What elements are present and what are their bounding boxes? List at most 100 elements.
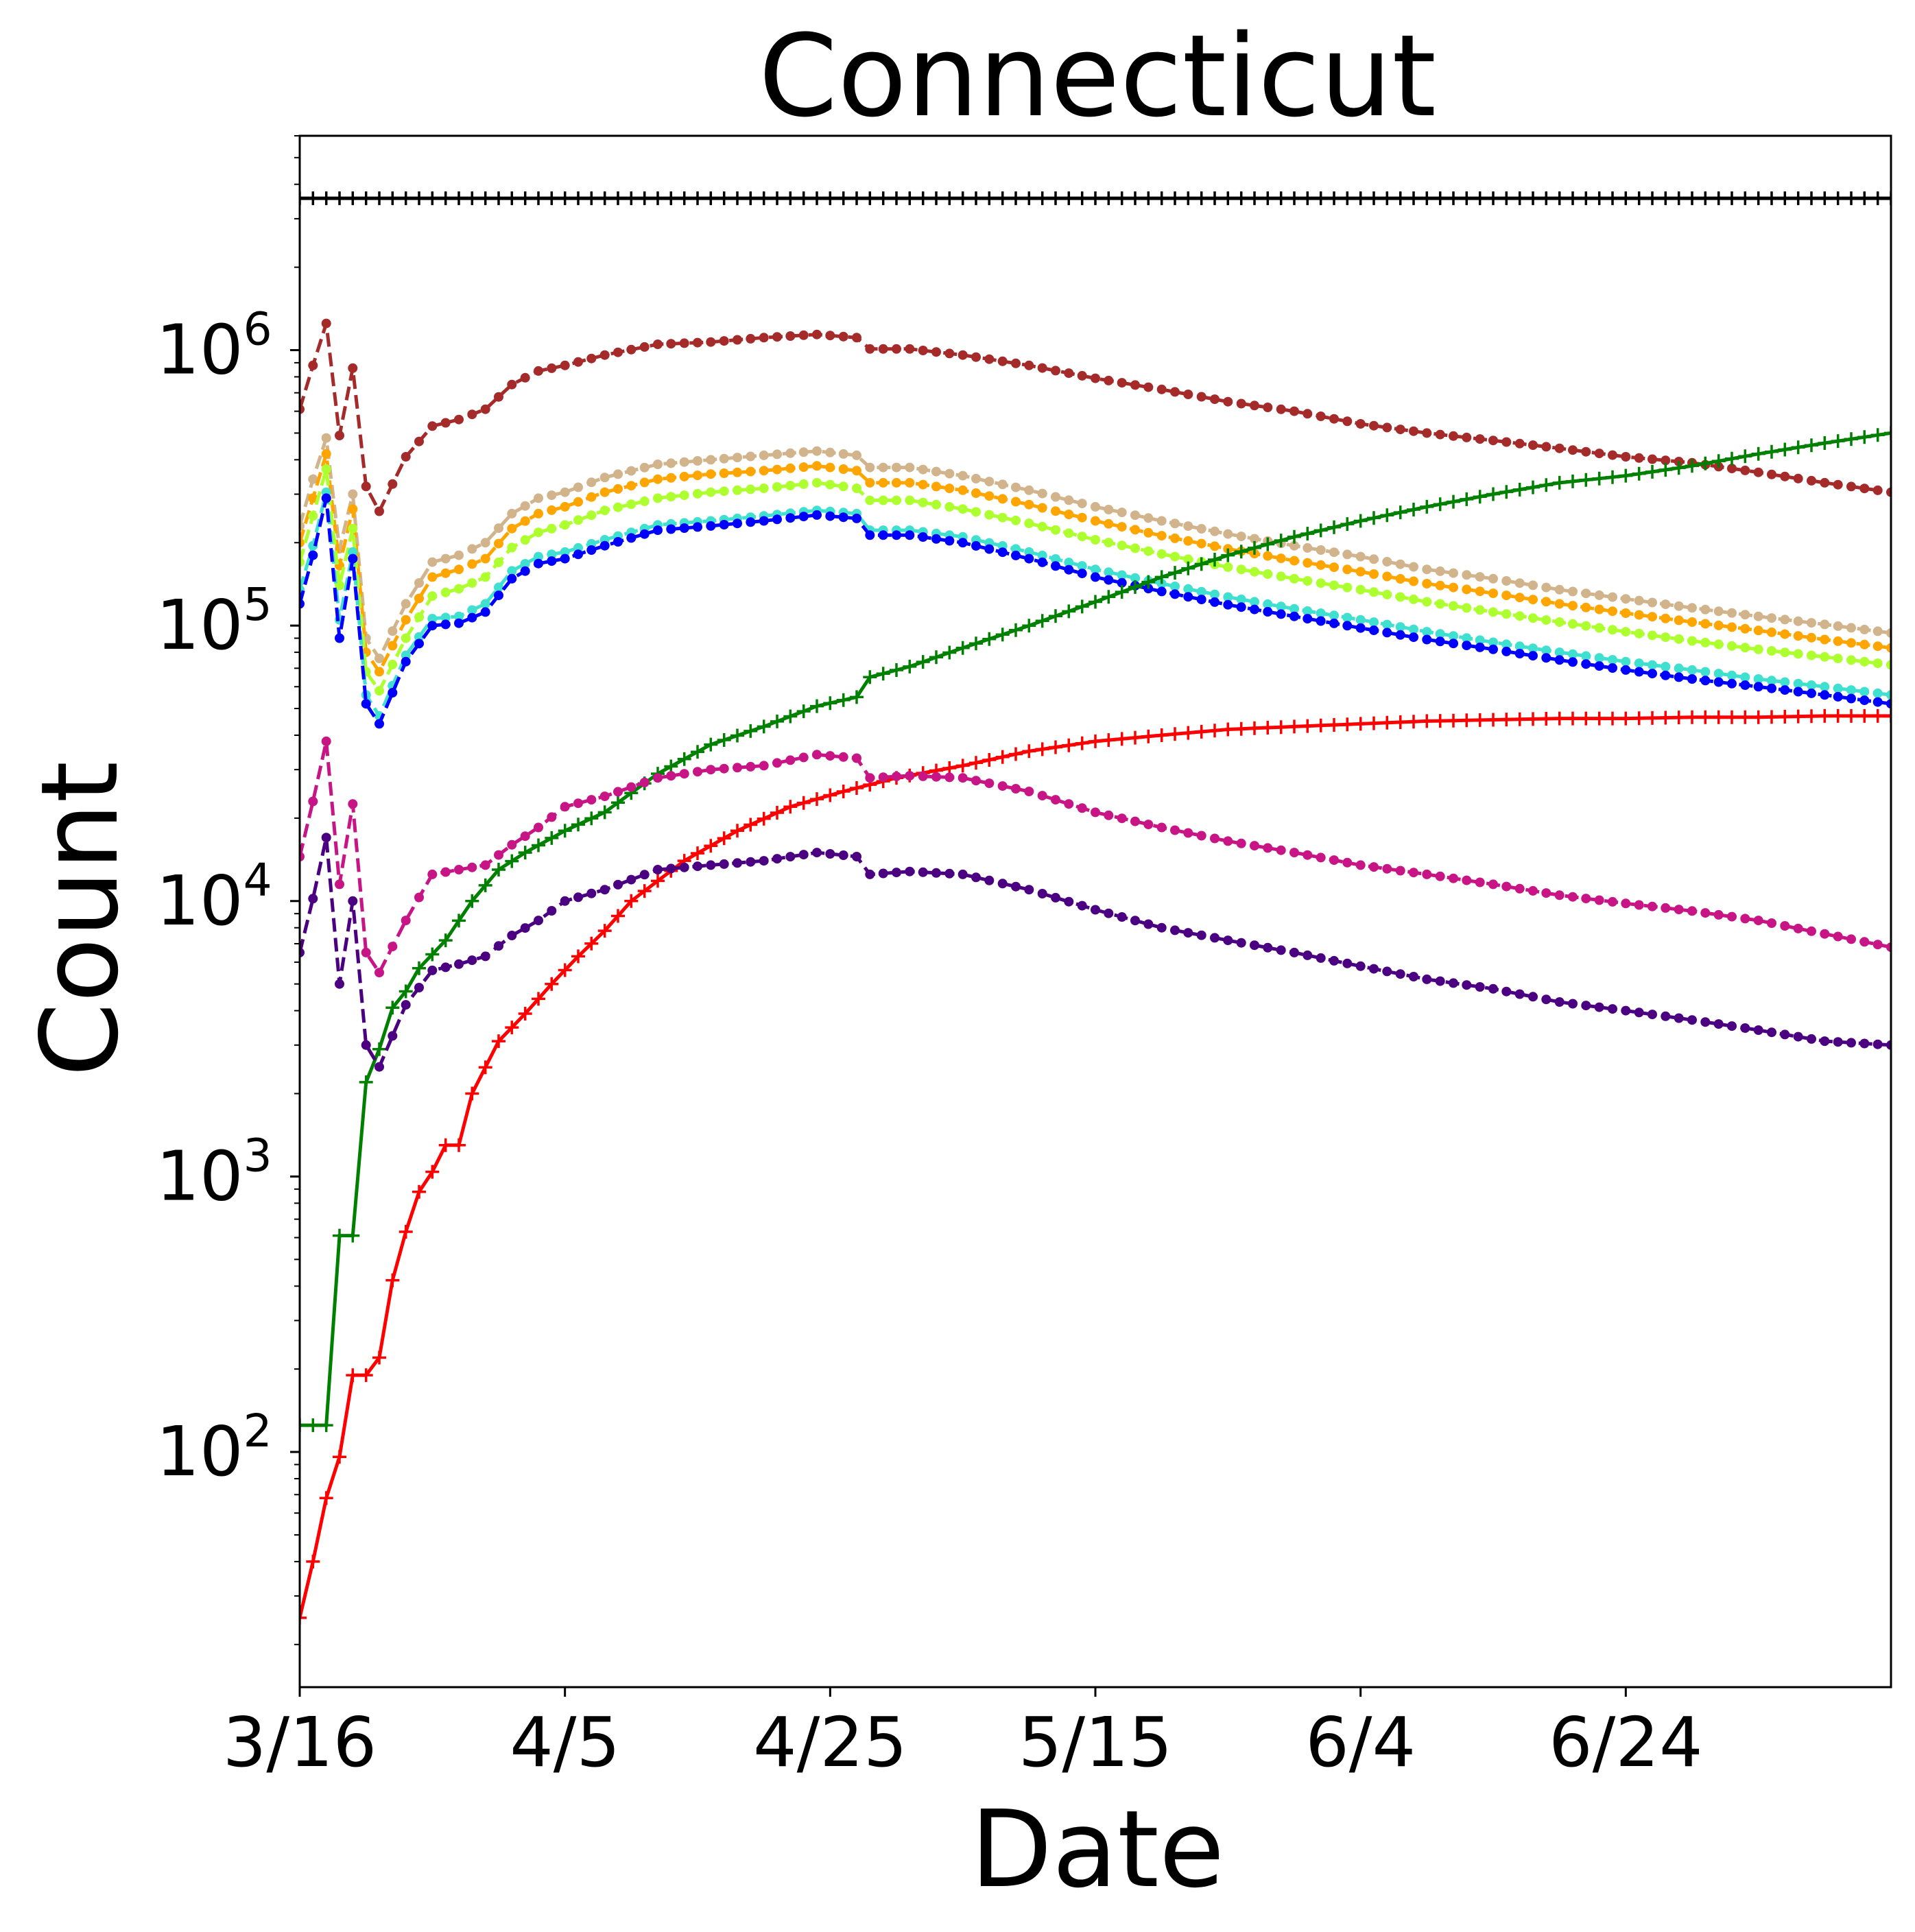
data-point	[467, 862, 477, 872]
data-point	[1740, 680, 1750, 690]
data-point	[1541, 597, 1551, 607]
data-point	[1435, 599, 1445, 609]
data-point	[852, 333, 861, 343]
data-point	[1621, 627, 1631, 637]
data-point	[1075, 736, 1089, 750]
data-point	[639, 529, 650, 539]
data-point	[361, 947, 371, 957]
data-point	[1342, 958, 1353, 968]
data-point	[1143, 546, 1154, 556]
data-point	[1727, 911, 1737, 922]
data-point	[1886, 942, 1891, 953]
data-point	[1382, 619, 1392, 630]
data-point	[1820, 682, 1830, 692]
data-point	[1499, 485, 1514, 499]
data-point	[1210, 589, 1220, 599]
data-point	[1632, 466, 1646, 481]
data-point	[545, 191, 559, 206]
data-point	[772, 854, 782, 864]
data-point	[1168, 727, 1182, 741]
data-point	[1261, 537, 1275, 551]
data-point	[1091, 807, 1100, 818]
data-point	[1713, 909, 1724, 920]
data-point	[852, 466, 861, 476]
data-point	[1462, 980, 1472, 990]
y-tick-exponent: 6	[243, 303, 272, 356]
data-point	[300, 599, 305, 609]
data-point	[1552, 475, 1567, 490]
data-point	[1831, 191, 1845, 206]
data-point	[1475, 605, 1485, 615]
data-point	[1462, 633, 1472, 643]
data-point	[361, 1040, 371, 1050]
data-point	[810, 191, 824, 206]
data-point	[1128, 580, 1142, 594]
data-point	[1183, 928, 1193, 938]
data-point	[1234, 191, 1248, 206]
data-point	[1807, 618, 1816, 628]
data-point	[664, 759, 678, 774]
data-point	[427, 614, 438, 623]
data-point	[1846, 1038, 1856, 1048]
data-point	[1077, 370, 1087, 381]
data-point	[401, 1000, 411, 1010]
series-9	[300, 736, 1891, 978]
data-point	[653, 339, 663, 349]
data-point	[545, 977, 559, 991]
data-point	[1608, 606, 1617, 617]
data-point	[1303, 558, 1313, 568]
y-tick-exponent: 4	[243, 854, 272, 907]
data-point	[1648, 630, 1657, 641]
data-point	[1141, 191, 1156, 206]
data-point	[440, 619, 451, 630]
data-point	[1409, 562, 1418, 572]
data-point	[1833, 1037, 1843, 1047]
data-point	[691, 745, 704, 759]
data-point	[385, 1273, 400, 1287]
data-point	[1632, 711, 1646, 726]
data-point	[836, 785, 851, 798]
data-point	[1528, 885, 1538, 896]
data-point	[1594, 895, 1604, 905]
data-point	[1818, 191, 1832, 206]
data-point	[1700, 1017, 1711, 1027]
data-point	[599, 791, 610, 802]
data-point	[706, 860, 716, 870]
data-point	[772, 332, 782, 342]
data-point	[1514, 649, 1525, 658]
data-point	[399, 984, 413, 999]
data-point	[1541, 888, 1551, 898]
data-point	[348, 504, 358, 514]
y-tick-label: 102	[156, 1405, 272, 1492]
data-point	[863, 191, 877, 206]
data-point	[1541, 615, 1551, 625]
data-point	[719, 453, 729, 464]
data-point	[547, 812, 557, 822]
data-point	[1751, 710, 1765, 724]
data-point	[1011, 550, 1021, 560]
data-point	[1115, 585, 1129, 599]
data-point	[1608, 655, 1617, 665]
data-point	[1303, 850, 1313, 860]
data-point	[892, 772, 901, 782]
data-point	[1767, 683, 1776, 693]
data-point	[1289, 556, 1299, 566]
data-point	[1300, 527, 1315, 541]
data-point	[1475, 572, 1485, 582]
data-point	[852, 484, 861, 493]
data-point	[958, 773, 968, 783]
data-point	[1831, 708, 1845, 723]
data-point	[1447, 713, 1460, 728]
data-point	[319, 1491, 333, 1505]
data-point	[1420, 499, 1434, 514]
data-point	[1713, 620, 1724, 630]
data-point	[1711, 710, 1726, 724]
data-point	[547, 556, 557, 567]
data-point	[666, 771, 676, 781]
data-point	[958, 350, 968, 360]
data-point	[1727, 1021, 1737, 1031]
data-point	[626, 782, 637, 792]
data-point	[1210, 394, 1220, 405]
data-point	[1024, 499, 1034, 510]
data-point	[507, 566, 517, 576]
